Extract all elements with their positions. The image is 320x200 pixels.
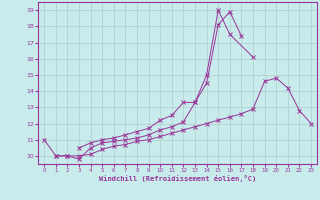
X-axis label: Windchill (Refroidissement éolien,°C): Windchill (Refroidissement éolien,°C) xyxy=(99,175,256,182)
